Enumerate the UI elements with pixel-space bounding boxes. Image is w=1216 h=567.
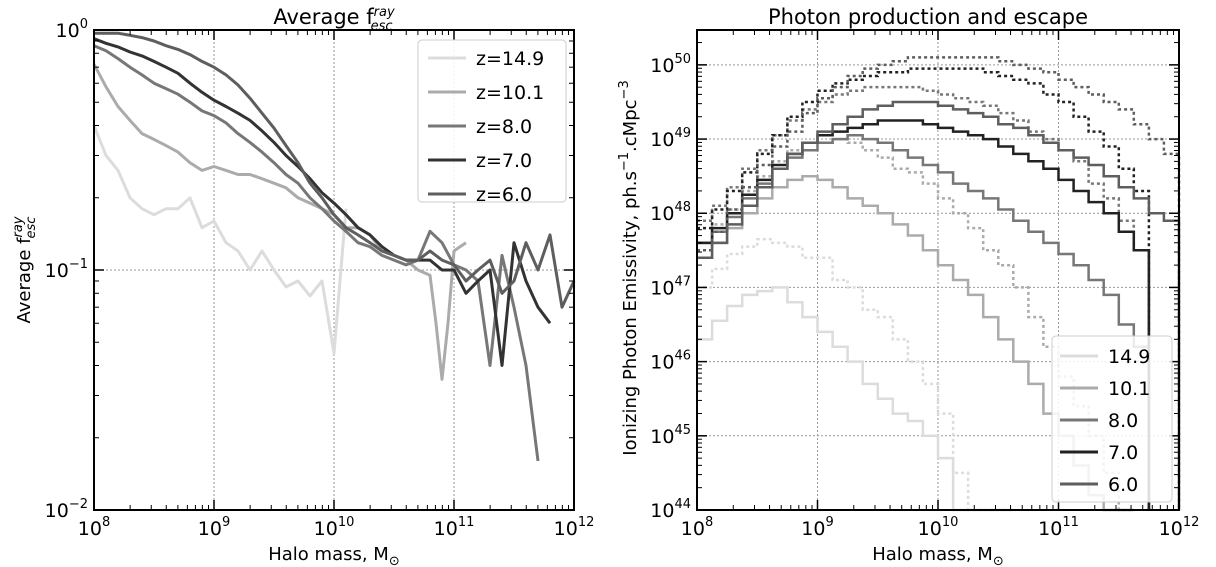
escaping-step-6.0 bbox=[697, 100, 1181, 510]
y-tick-label: 1048 bbox=[650, 200, 691, 225]
legend-label: 6.0 bbox=[1108, 474, 1138, 496]
left-chart: 108 109 1010 1011 1012 10−2 10−1 100 Average f… bbox=[11, 5, 594, 567]
left-y-tick-labels: 10−2 10−1 100 bbox=[45, 17, 88, 522]
legend-label: z=7.0 bbox=[476, 150, 532, 172]
y-tick-label: 1050 bbox=[650, 52, 691, 77]
x-tick-label: 1010 bbox=[918, 515, 959, 540]
produced-step-8.0 bbox=[697, 85, 1151, 510]
series-line-z6.0 bbox=[94, 31, 576, 309]
series-line-z7.0 bbox=[93, 37, 552, 367]
right-y-axis-label: Ionizing Photon Emissivity, ph.s−1.cMpc−… bbox=[617, 80, 641, 455]
x-tick-label: 1012 bbox=[1159, 515, 1200, 540]
left-chart-title: Average fray esc bbox=[273, 5, 395, 34]
produced-step-14.9 bbox=[697, 237, 1014, 512]
legend-label: 10.1 bbox=[1108, 378, 1150, 400]
escaping-step-14.9 bbox=[697, 286, 1014, 512]
produced-step-6.0 bbox=[697, 56, 1181, 510]
x-tick-label: 108 bbox=[78, 515, 110, 540]
series-line-z8.0 bbox=[93, 44, 540, 462]
legend-label: 7.0 bbox=[1108, 442, 1138, 464]
y-tick-label: 1044 bbox=[650, 497, 691, 522]
left-y-axis-label: Average frayesc bbox=[11, 216, 39, 323]
series-line-z14.9 bbox=[92, 124, 348, 355]
y-tick-label: 10−2 bbox=[45, 497, 88, 522]
legend-label: z=8.0 bbox=[476, 116, 532, 138]
left-legend: z=14.9 z=10.1 z=8.0 z=7.0 z=6.0 bbox=[417, 39, 567, 206]
legend-label: z=10.1 bbox=[476, 82, 544, 104]
x-tick-label: 1011 bbox=[1038, 515, 1079, 540]
right-chart: 108 109 1010 1011 1012 104410451046104710481… bbox=[617, 5, 1199, 567]
right-x-axis-label: Halo mass, M⊙ bbox=[872, 544, 1004, 567]
right-y-tick-labels: 1044 1045 1046 1047 1048 1049 1050 bbox=[650, 52, 691, 522]
right-legend: 14.9 10.1 8.0 7.0 6.0 bbox=[1051, 335, 1173, 503]
x-tick-label: 108 bbox=[681, 515, 713, 540]
legend-label: 8.0 bbox=[1108, 410, 1138, 432]
y-tick-label: 100 bbox=[56, 17, 88, 42]
y-tick-label: 1046 bbox=[650, 349, 691, 374]
left-series-group bbox=[92, 31, 576, 462]
right-ticks bbox=[696, 30, 1180, 511]
x-tick-label: 109 bbox=[801, 515, 833, 540]
x-tick-label: 1012 bbox=[554, 515, 595, 540]
right-x-tick-labels: 108 109 1010 1011 1012 bbox=[681, 515, 1200, 540]
x-tick-label: 1010 bbox=[314, 515, 355, 540]
x-tick-label: 1011 bbox=[434, 515, 475, 540]
right-chart-title: Photon production and escape bbox=[768, 5, 1088, 29]
legend-label: z=6.0 bbox=[476, 184, 532, 206]
right-legend-box bbox=[1051, 335, 1173, 503]
left-x-tick-labels: 108 109 1010 1011 1012 bbox=[78, 515, 595, 540]
y-tick-label: 1049 bbox=[650, 126, 691, 151]
left-legend-items: z=14.9 z=10.1 z=8.0 z=7.0 z=6.0 bbox=[428, 48, 544, 206]
right-legend-items: 14.9 10.1 8.0 7.0 6.0 bbox=[1060, 346, 1150, 496]
left-x-axis-label: Halo mass, M⊙ bbox=[268, 544, 400, 567]
y-tick-label: 1045 bbox=[650, 423, 691, 448]
x-tick-label: 109 bbox=[198, 515, 230, 540]
legend-label: z=14.9 bbox=[476, 48, 544, 70]
y-tick-label: 1047 bbox=[650, 274, 691, 299]
y-tick-label: 10−1 bbox=[45, 257, 88, 282]
series-line-z10.1 bbox=[92, 63, 467, 381]
legend-label: 14.9 bbox=[1108, 346, 1150, 368]
left-ticks bbox=[93, 29, 575, 511]
